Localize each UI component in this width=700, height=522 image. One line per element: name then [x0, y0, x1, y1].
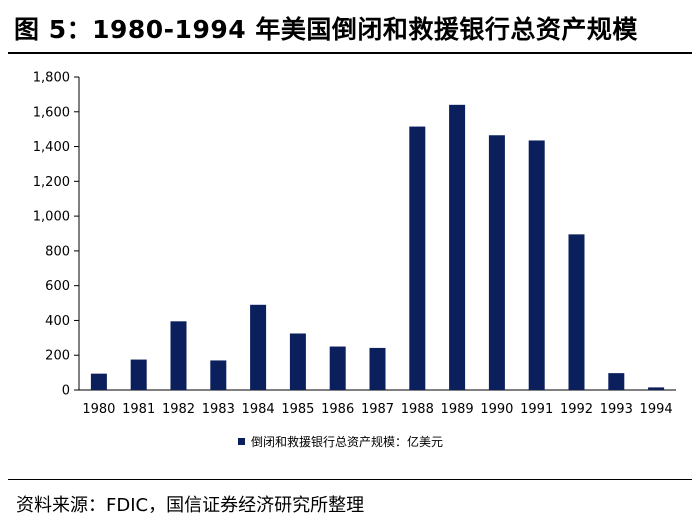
legend-label: 倒闭和救援银行总资产规模：亿美元: [251, 435, 444, 449]
bar-1989: [449, 104, 466, 391]
x-tick-label: 1994: [640, 402, 673, 417]
y-tick-label: 200: [45, 349, 70, 364]
x-tick-label: 1990: [480, 402, 513, 417]
bar-1985: [289, 333, 306, 390]
x-tick-label: 1981: [122, 402, 155, 417]
x-tick-label: 1982: [162, 402, 195, 417]
source-note: 资料来源：FDIC，国信证券经济研究所整理: [16, 495, 365, 516]
y-tick-label: 800: [45, 244, 70, 259]
x-tick-label: 1986: [321, 402, 354, 417]
y-tick-label: 1,800: [33, 71, 70, 86]
y-tick-label: 1,000: [33, 210, 70, 225]
bar-1988: [409, 126, 426, 390]
bar-1993: [608, 373, 625, 390]
bar-1991: [528, 140, 545, 390]
y-tick-label: 0: [62, 384, 70, 399]
bar-1981: [130, 359, 147, 390]
y-tick-label: 400: [45, 314, 70, 329]
bar-1992: [568, 234, 585, 390]
footer-rule: [8, 479, 692, 480]
y-tick-label: 600: [45, 279, 70, 294]
x-tick-label: 1992: [560, 402, 593, 417]
x-tick-label: 1983: [202, 402, 235, 417]
title-rule: [8, 52, 692, 54]
x-tick-label: 1980: [82, 402, 115, 417]
bar-1990: [488, 135, 505, 390]
bar-1994: [648, 387, 665, 390]
x-tick-label: 1987: [361, 402, 394, 417]
y-tick-label: 1,200: [33, 175, 70, 190]
x-tick-label: 1984: [242, 402, 275, 417]
bar-1982: [170, 321, 187, 390]
x-axis: 1980 1981 1982 1983 1984 1985 1986 1987 1988 1989…: [79, 389, 676, 417]
y-tick-label: 1,600: [33, 105, 70, 120]
bar-1986: [329, 346, 346, 390]
chart-title: 图 5：1980-1994 年美国倒闭和救援银行总资产规模: [14, 15, 638, 44]
bar-1980: [90, 373, 107, 390]
bar-1987: [369, 347, 386, 390]
x-tick-label: 1988: [401, 402, 434, 417]
legend: 倒闭和救援银行总资产规模：亿美元: [238, 433, 443, 450]
bar-1984: [250, 304, 267, 390]
bars: [90, 104, 665, 391]
legend-swatch: [238, 438, 245, 445]
y-axis: 0 200 400 600 800 1,000 1,200 1,400 1,600 1,800: [33, 71, 80, 399]
x-tick-label: 1991: [520, 402, 553, 417]
x-tick-label: 1985: [281, 402, 314, 417]
y-tick-label: 1,400: [33, 140, 70, 155]
bar-1983: [210, 360, 227, 390]
x-tick-label: 1993: [600, 402, 633, 417]
x-tick-label: 1989: [441, 402, 474, 417]
